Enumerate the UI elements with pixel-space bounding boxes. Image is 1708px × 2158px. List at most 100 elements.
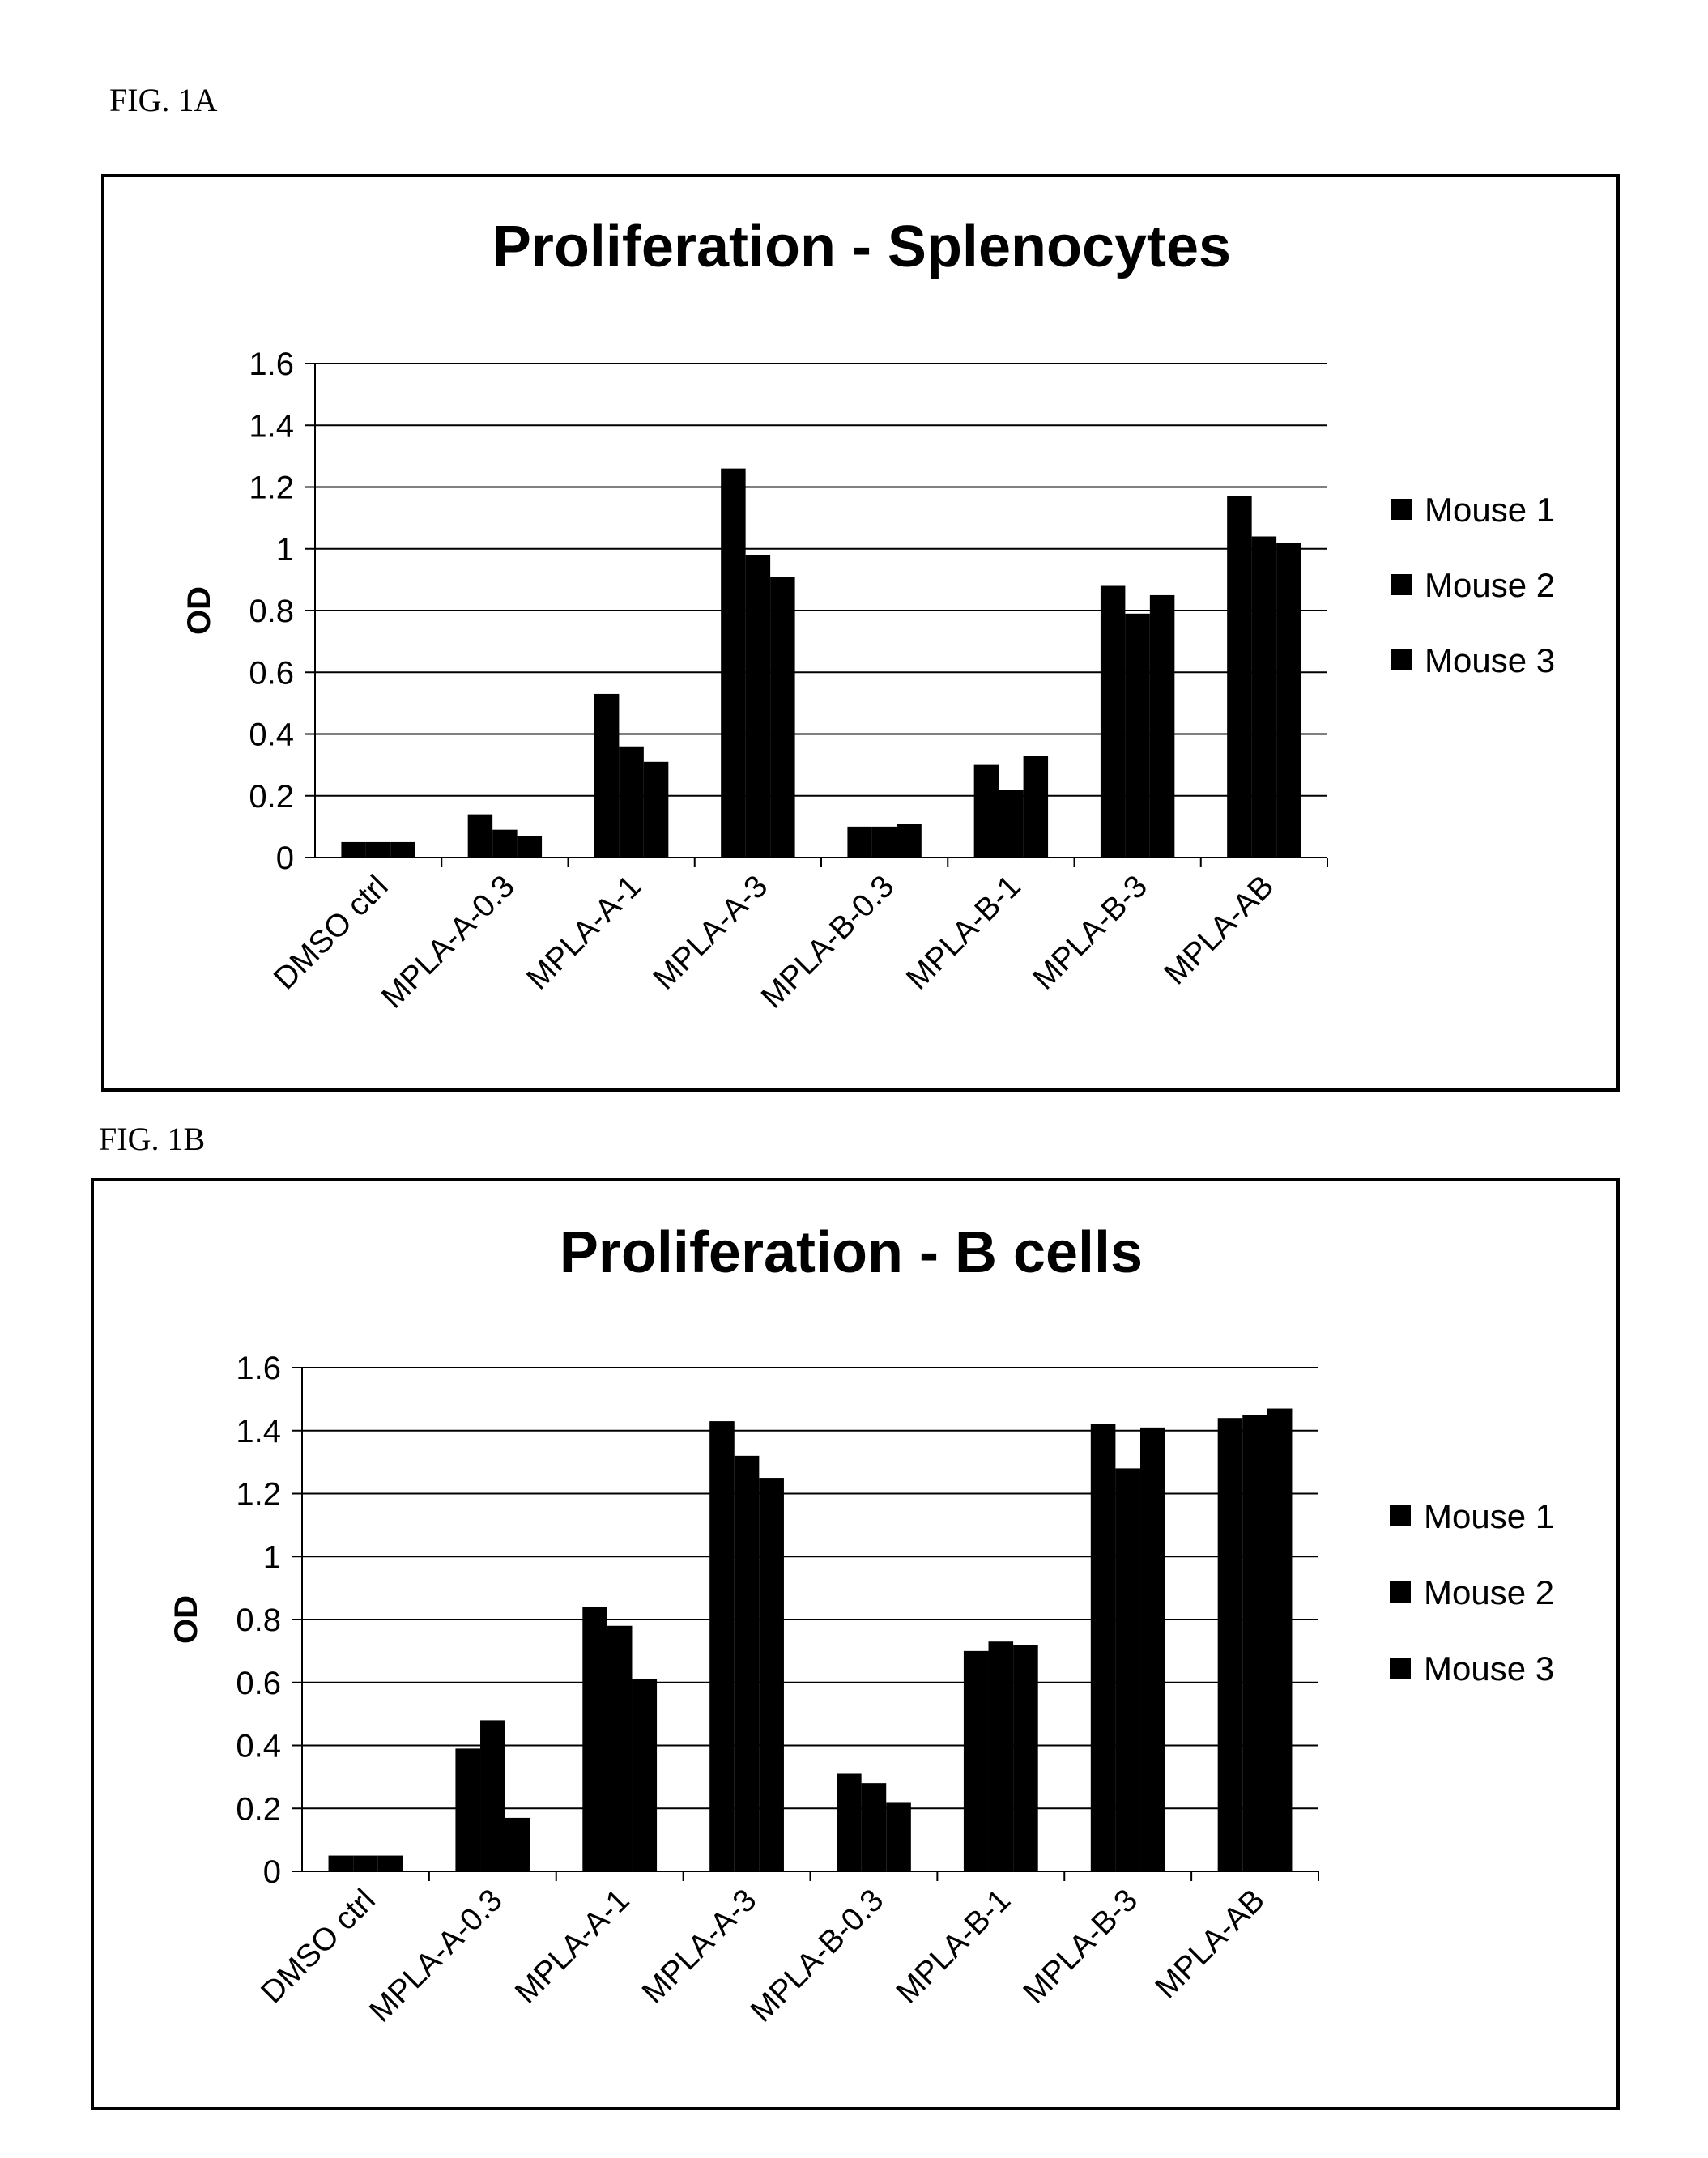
y-tick-label: 1.4	[236, 1414, 281, 1449]
bar-mpla-b-1-mouse-3	[1013, 1645, 1038, 1871]
bar-mpla-b-0-3-mouse-3	[897, 824, 921, 858]
bar-mpla-a-1-mouse-3	[632, 1679, 657, 1871]
bar-dmso-ctrl-mouse-2	[366, 842, 390, 858]
bar-mpla-a-1-mouse-2	[607, 1626, 633, 1871]
y-tick-label: 0	[263, 1854, 281, 1890]
legend-label: Mouse 1	[1424, 1497, 1554, 1535]
bar-mpla-b-3-mouse-2	[1115, 1468, 1140, 1871]
x-tick-label: MPLA-B-1	[890, 1883, 1018, 2011]
y-tick-label: 1.2	[236, 1477, 281, 1513]
x-tick-label: MPLA-AB	[1158, 869, 1280, 991]
bar-mpla-ab-mouse-2	[1252, 537, 1276, 858]
bar-dmso-ctrl-mouse-2	[353, 1856, 378, 1871]
chart-panel-b: Proliferation - B cells 0 0.2 0.4 0.6 0.8 1 1.2…	[91, 1178, 1620, 2110]
y-tick-label: 1.6	[249, 347, 294, 382]
chart-title: Proliferation - Splenocytes	[492, 215, 1231, 279]
bar-mpla-a-0-3-mouse-1	[468, 815, 492, 858]
y-tick-label: 0.2	[249, 779, 294, 815]
figure-label-a: FIG. 1A	[109, 81, 217, 119]
bar-chart-splenocytes: Proliferation - Splenocytes00.20.40.60.8…	[104, 177, 1616, 1088]
bar-mpla-b-3-mouse-3	[1150, 595, 1174, 858]
bar-mpla-a-0-3-mouse-3	[518, 836, 542, 858]
bar-mpla-a-3-mouse-3	[770, 577, 794, 858]
bar-dmso-ctrl-mouse-3	[390, 842, 415, 858]
x-tick-label: DMSO ctrl	[254, 1883, 382, 2011]
legend-label: Mouse 3	[1424, 1649, 1554, 1688]
bar-mpla-a-3-mouse-1	[709, 1421, 735, 1871]
bar-mpla-b-0-3-mouse-1	[847, 827, 871, 858]
legend-swatch	[1390, 1581, 1411, 1603]
bar-mpla-b-0-3-mouse-3	[886, 1802, 911, 1871]
y-tick-label: 1.4	[249, 408, 294, 444]
bar-mpla-ab-mouse-1	[1227, 496, 1251, 858]
legend-swatch	[1391, 574, 1412, 595]
bar-mpla-b-1-mouse-1	[964, 1651, 989, 1871]
legend-swatch	[1391, 649, 1412, 670]
y-tick-label: 0	[276, 841, 294, 876]
bar-mpla-b-0-3-mouse-2	[872, 827, 897, 858]
x-tick-label: MPLA-B-1	[900, 869, 1028, 997]
bar-mpla-b-3-mouse-3	[1140, 1428, 1165, 1871]
y-tick-label: 0.8	[249, 594, 294, 629]
bar-mpla-a-1-mouse-1	[582, 1607, 607, 1871]
x-tick-label: MPLA-A-3	[647, 869, 775, 997]
y-tick-label: 0.6	[236, 1666, 281, 1701]
bar-dmso-ctrl-mouse-1	[329, 1856, 354, 1871]
y-tick-label: 1.6	[236, 1351, 281, 1386]
x-tick-label: DMSO ctrl	[267, 869, 395, 997]
bar-mpla-a-0-3-mouse-2	[492, 830, 517, 858]
y-axis-title: OD	[181, 586, 217, 635]
y-tick-label: 0.2	[236, 1791, 281, 1827]
y-tick-label: 0.6	[249, 655, 294, 691]
legend-swatch	[1390, 1658, 1411, 1679]
bar-mpla-ab-mouse-3	[1267, 1409, 1293, 1871]
x-tick-label: MPLA-B-0.3	[755, 869, 901, 1015]
chart-title: Proliferation - B cells	[560, 1220, 1143, 1285]
y-tick-label: 1	[263, 1539, 281, 1575]
chart-panel-a: Proliferation - Splenocytes00.20.40.60.8…	[101, 174, 1620, 1092]
y-tick-label: 0.4	[236, 1729, 281, 1764]
bar-mpla-a-1-mouse-1	[594, 694, 619, 858]
bar-mpla-ab-mouse-2	[1242, 1415, 1267, 1871]
y-tick-label: 0.8	[236, 1603, 281, 1638]
bar-mpla-b-3-mouse-1	[1091, 1424, 1116, 1871]
bar-dmso-ctrl-mouse-1	[341, 842, 365, 858]
bar-mpla-ab-mouse-1	[1218, 1418, 1243, 1871]
bar-mpla-a-3-mouse-3	[759, 1478, 784, 1871]
legend-swatch	[1390, 1505, 1411, 1526]
x-tick-label: MPLA-B-3	[1026, 869, 1154, 997]
bar-mpla-ab-mouse-3	[1276, 543, 1301, 858]
bar-mpla-b-1-mouse-1	[974, 765, 999, 858]
y-tick-label: 1.2	[249, 470, 294, 506]
y-axis-title: OD	[168, 1595, 204, 1644]
bar-mpla-a-3-mouse-2	[735, 1456, 760, 1871]
bar-mpla-a-1-mouse-2	[619, 747, 643, 858]
y-tick-label: 1	[276, 532, 294, 568]
bar-mpla-b-0-3-mouse-2	[862, 1783, 887, 1871]
x-tick-label: MPLA-B-0.3	[744, 1883, 891, 2029]
x-tick-label: MPLA-AB	[1148, 1883, 1271, 2005]
x-tick-label: MPLA-A-1	[520, 869, 648, 997]
bar-chart-b-cells: Proliferation - B cells 0 0.2 0.4 0.6 0.8 1 1.2…	[94, 1181, 1616, 2107]
bar-mpla-a-3-mouse-1	[721, 469, 745, 858]
bar-mpla-a-0-3-mouse-2	[480, 1720, 505, 1871]
bar-mpla-a-0-3-mouse-3	[505, 1818, 530, 1871]
bar-mpla-b-1-mouse-2	[989, 1641, 1014, 1871]
x-tick-label: MPLA-B-3	[1016, 1883, 1144, 2011]
x-tick-label: MPLA-A-1	[509, 1883, 637, 2011]
bar-mpla-b-1-mouse-3	[1024, 756, 1048, 858]
x-tick-label: MPLA-A-0.3	[363, 1883, 509, 2029]
bar-dmso-ctrl-mouse-3	[378, 1856, 403, 1871]
bar-mpla-a-0-3-mouse-1	[455, 1748, 480, 1871]
legend-label: Mouse 3	[1425, 641, 1555, 679]
legend-label: Mouse 2	[1425, 566, 1555, 604]
legend-label: Mouse 1	[1425, 491, 1555, 529]
bar-mpla-b-3-mouse-2	[1125, 614, 1149, 858]
bar-mpla-a-1-mouse-3	[644, 762, 668, 858]
bar-mpla-a-3-mouse-2	[746, 555, 770, 858]
x-tick-label: MPLA-A-0.3	[375, 869, 522, 1015]
x-tick-label: MPLA-A-3	[636, 1883, 764, 2011]
figure-label-b: FIG. 1B	[99, 1120, 205, 1158]
bar-mpla-b-3-mouse-1	[1101, 586, 1125, 858]
legend-swatch	[1391, 499, 1412, 520]
